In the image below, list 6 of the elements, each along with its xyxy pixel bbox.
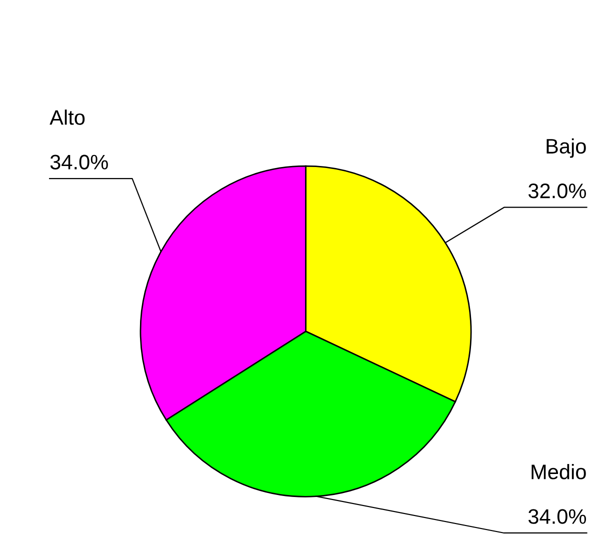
data-label: 32.0% [528, 184, 586, 198]
slice-label: Bajo [546, 138, 586, 158]
data-label: 34.0% [528, 509, 586, 524]
slice-label: Medio [532, 464, 586, 480]
slice-label: Alto [50, 110, 85, 125]
data-label: 34.0% [50, 154, 108, 170]
